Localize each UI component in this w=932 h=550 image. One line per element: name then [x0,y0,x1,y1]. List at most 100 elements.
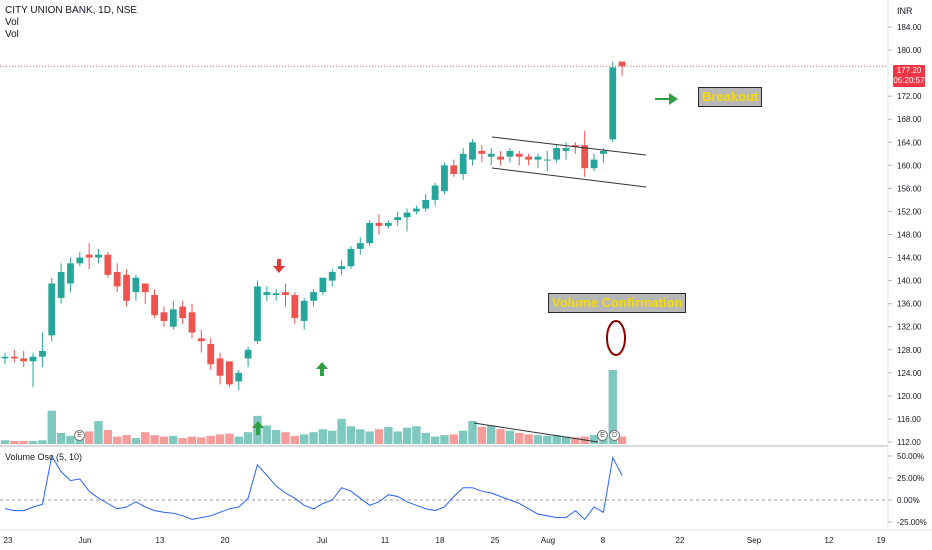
volume-bar [365,431,374,444]
candle-body [151,295,158,316]
volume-bar [300,434,309,444]
candle-body [244,349,252,359]
price-tick-label: 148.00 [897,231,922,240]
volume-bar [552,435,561,444]
volume-bar [187,436,197,444]
volume-bar [159,436,169,444]
candle-body [487,153,495,157]
candle-body [160,312,168,321]
price-tick-label: 116.00 [897,415,921,424]
price-tick-label: 144.00 [897,254,922,263]
volume-bar [178,438,187,444]
candle-body [272,293,280,296]
volume-bar [496,429,505,444]
candle-body [497,156,504,160]
price-tick-label: 164.00 [897,138,922,147]
price-tick-label: 180.00 [897,46,922,55]
volume-bar [318,429,328,444]
volume-bar [468,421,477,444]
osc-tick-label: -25.00% [897,518,927,527]
volume-bar [589,435,599,444]
volume-bar [262,425,271,444]
price-tick-label: 136.00 [897,300,922,309]
candle-body [590,159,598,169]
volume-bar [608,370,617,444]
volume-bar [533,435,543,444]
candle-body [534,156,542,160]
candle-body [310,292,317,301]
time-tick-label: Aug [541,536,555,545]
channel-upper-line [491,136,647,156]
volume-bar [10,441,19,444]
volume-bar [38,440,47,444]
candle-body [394,217,402,221]
volume-legend-2: Vol [5,29,19,40]
candle-body [85,254,93,258]
candle-body [29,356,37,362]
candle-body [553,148,561,160]
up-arrow-icon [252,421,264,435]
volume-bar [47,410,56,444]
candle-body [459,153,467,174]
volume-bar [328,430,337,444]
candle-body [197,338,205,342]
time-tick-label: 13 [156,536,165,545]
time-tick-label: 19 [877,536,886,545]
earnings-badge[interactable]: E [597,430,608,441]
price-tick-label: 140.00 [897,277,922,286]
volume-confirmation-annotation: Volume Confirmation [548,293,687,313]
candle-body [263,292,271,296]
volume-bar [215,434,225,444]
candle-body [20,358,28,362]
candle-body [609,67,617,140]
volume-bar [271,429,281,444]
candle-body [422,199,430,209]
candle-body [207,344,215,365]
candle-body [282,292,289,296]
price-tick-label: 124.00 [897,369,922,378]
symbol-title: CITY UNION BANK, 1D, NSE [5,5,138,16]
volume-bar [225,433,234,444]
volume-trend-line [473,422,599,443]
time-tick-label: 25 [491,536,500,545]
volume-bar [440,435,449,444]
candle-body [338,266,345,270]
volume-bar [103,429,113,444]
volume-bar [515,432,524,444]
candle-body [67,263,74,284]
dividend-badge[interactable]: D [609,430,620,441]
up-arrow-icon [316,362,328,376]
volume-bar [309,432,318,444]
candle-body [76,257,84,264]
candle-body [254,286,261,342]
candle-body [104,254,112,275]
earnings-badge[interactable]: E [74,430,85,441]
candle-body [506,150,514,157]
price-tick-label: 132.00 [897,323,922,332]
volume-bar [56,432,66,444]
candle-body [618,61,626,67]
candle-body [441,165,448,192]
candle-body [291,295,299,319]
candle-body [216,358,224,376]
candle-body [95,254,102,258]
candle-body [347,248,355,267]
countdown-timer: 05:20:57 [893,76,925,85]
osc-tick-label: 0.00% [897,496,920,505]
price-pane [0,0,888,446]
price-tick-label: 172.00 [897,92,922,101]
osc-line [4,454,623,521]
volume-bar [384,426,393,444]
volume-bar [458,430,468,444]
volume-bar [402,427,412,444]
candle-body [413,208,420,212]
osc-tick-label: 25.00% [897,474,924,483]
volume-bar [487,425,496,444]
volume-bar [281,432,290,444]
price-tick-label: 168.00 [897,115,922,124]
candle-body [188,312,196,333]
volume-bar [234,436,243,444]
volume-bar [197,437,206,444]
volume-bar [94,421,103,444]
